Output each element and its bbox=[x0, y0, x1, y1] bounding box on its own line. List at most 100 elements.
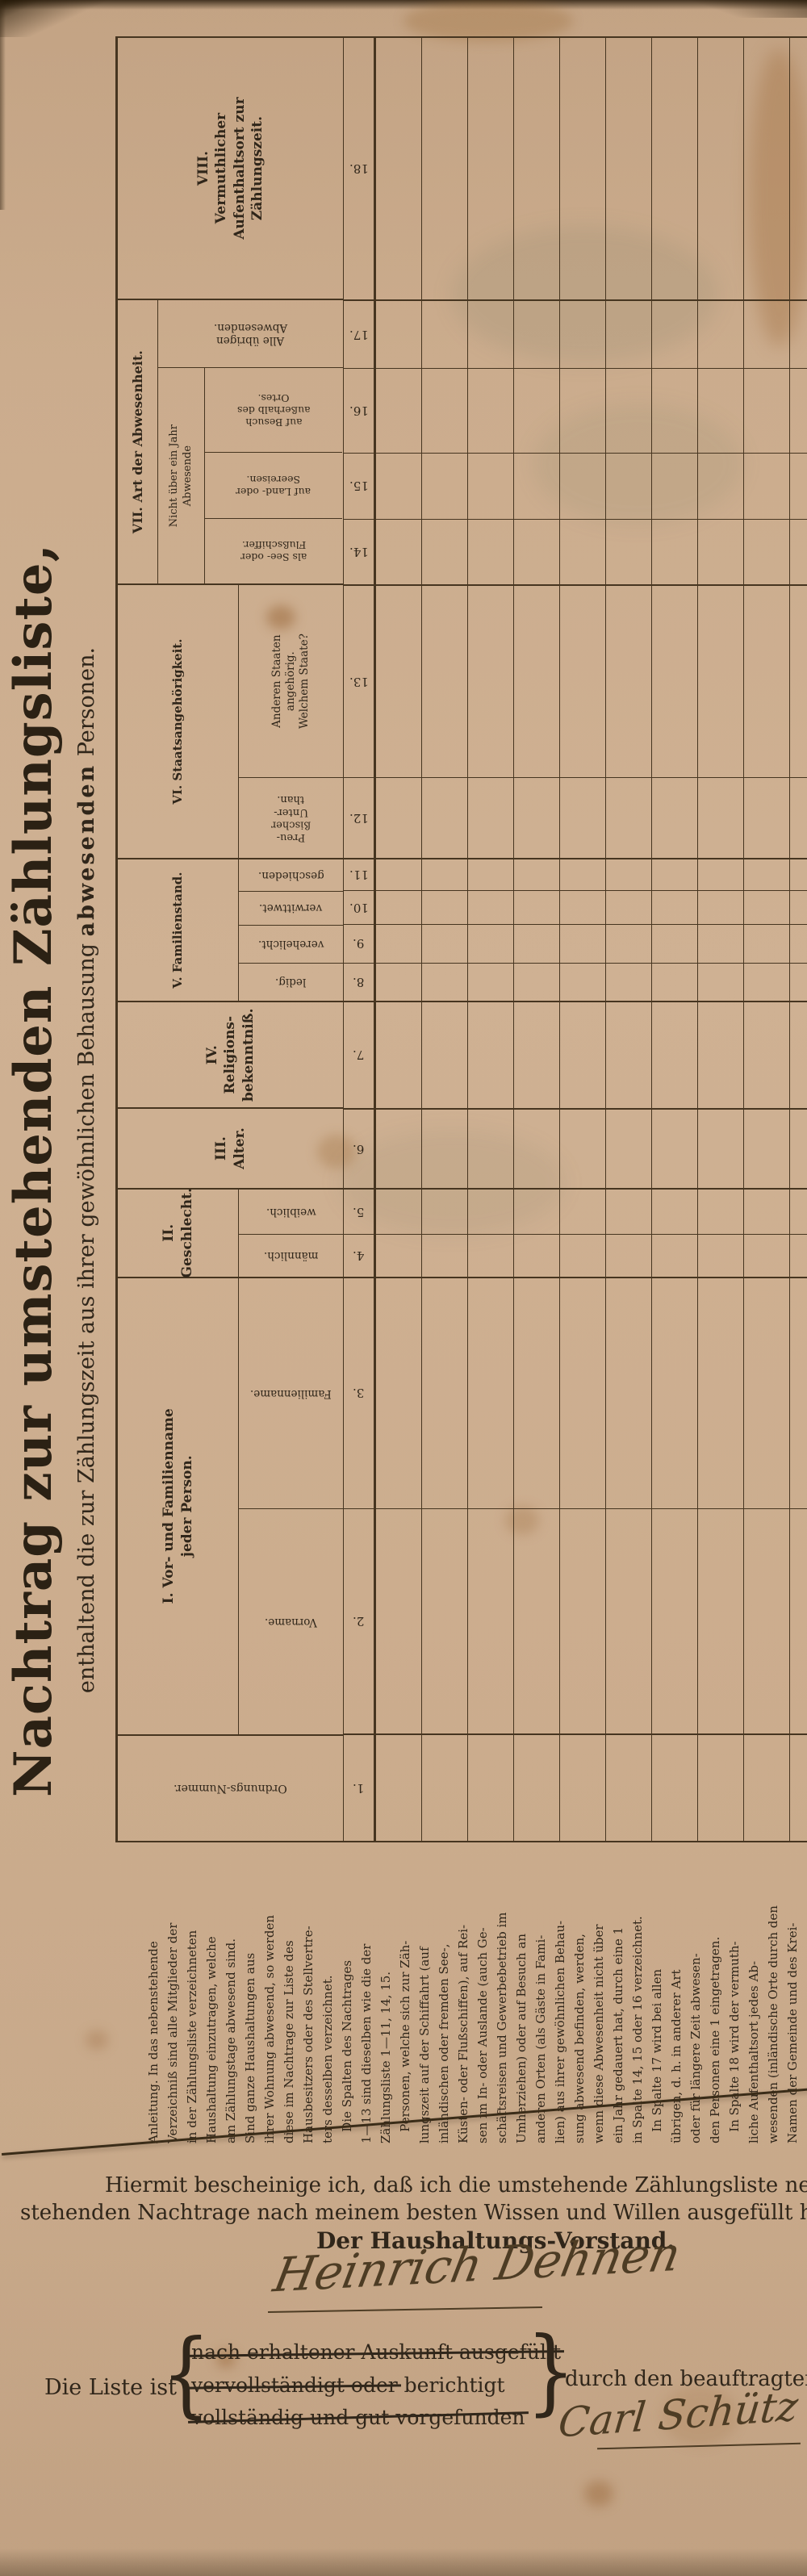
column-number: 13. bbox=[349, 674, 369, 689]
data-cell bbox=[560, 1188, 605, 1235]
data-cell bbox=[606, 38, 651, 299]
data-cell bbox=[376, 453, 421, 519]
data-cell bbox=[560, 1000, 605, 1108]
column-number: 9. bbox=[353, 936, 365, 951]
data-cell bbox=[422, 453, 467, 519]
column-number-cell: 15. bbox=[344, 453, 374, 519]
data-cell bbox=[698, 1277, 743, 1508]
group-III-title: Alter. bbox=[231, 1127, 248, 1169]
col1-label: Ordnungs-Nummer. bbox=[174, 1782, 287, 1796]
data-cell bbox=[606, 858, 651, 891]
instruction-line: schäftsreisen und Gewerbebetrieb im bbox=[495, 1912, 509, 2144]
data-cell bbox=[606, 368, 651, 454]
data-cell bbox=[468, 962, 513, 1001]
column-number: 1. bbox=[353, 1780, 365, 1796]
data-cell bbox=[606, 777, 651, 859]
group-header-abwesenheit: VII. Art der Abwesenheit. Nicht über ein… bbox=[118, 299, 343, 584]
data-cell bbox=[422, 1234, 467, 1278]
data-cell bbox=[376, 1107, 421, 1189]
c12-line: than. bbox=[277, 793, 305, 806]
page-edge-left bbox=[0, 0, 6, 210]
data-cell bbox=[514, 890, 559, 924]
instruction-line: wesenden (inländische Orte durch den bbox=[766, 1905, 780, 2143]
group-VIII-title: Vermuthlicher bbox=[213, 112, 230, 224]
data-cell bbox=[744, 1000, 789, 1108]
data-cell bbox=[468, 777, 513, 859]
instruction-line: in der Zählungsliste verzeichneten bbox=[185, 1930, 199, 2143]
c14-line: Flußschiffer. bbox=[241, 539, 306, 552]
column-number: 15. bbox=[349, 479, 369, 494]
subtitle-emphasis: abwesenden bbox=[74, 763, 99, 937]
data-cell bbox=[560, 453, 605, 519]
data-cell bbox=[790, 924, 807, 963]
data-cell bbox=[744, 890, 789, 924]
c12-line: ßischer bbox=[270, 818, 312, 831]
data-cell bbox=[376, 1234, 421, 1278]
group-header-alter: III. Alter. bbox=[118, 1107, 343, 1188]
data-cell bbox=[560, 777, 605, 859]
data-cell bbox=[606, 1000, 651, 1108]
table-row bbox=[376, 38, 422, 1841]
group-IV-title2: bekenntniß. bbox=[240, 1008, 257, 1102]
data-cell bbox=[514, 518, 559, 584]
column-number-cell: 11. bbox=[344, 858, 374, 891]
data-cell bbox=[744, 1508, 789, 1734]
data-cell bbox=[698, 777, 743, 859]
data-cell bbox=[698, 962, 743, 1001]
c16-line: Ortes. bbox=[257, 391, 290, 404]
data-cell bbox=[422, 38, 467, 299]
data-cell bbox=[514, 1733, 559, 1841]
data-cell bbox=[606, 1107, 651, 1189]
column-number: 17. bbox=[349, 327, 369, 342]
data-cell bbox=[422, 1107, 467, 1189]
col-header-seereisen: auf Land- oder Seereisen. bbox=[205, 452, 342, 519]
column-number: 4. bbox=[353, 1248, 365, 1264]
data-cell bbox=[698, 1234, 743, 1278]
data-cell bbox=[468, 890, 513, 924]
struck-text: vollständig und gut vorgefunden bbox=[191, 2406, 525, 2429]
table-row bbox=[514, 38, 560, 1841]
data-cell bbox=[652, 368, 697, 454]
table-row bbox=[652, 38, 698, 1841]
col-header-anderer-staat: Anderen Staaten angehörig. Welchem Staate? bbox=[239, 585, 343, 777]
column-number: 8. bbox=[353, 974, 365, 989]
data-cell bbox=[514, 962, 559, 1001]
data-cell bbox=[652, 1188, 697, 1235]
column-number-cell: 9. bbox=[344, 924, 374, 963]
table-row bbox=[422, 38, 468, 1841]
familienname-label: Familienname. bbox=[250, 1386, 332, 1400]
paper-stain bbox=[662, 2386, 738, 2446]
data-cell bbox=[514, 777, 559, 859]
data-cell bbox=[468, 1733, 513, 1841]
data-cell bbox=[698, 858, 743, 891]
group-V-title: V. Familienstand. bbox=[169, 872, 185, 989]
group-IV-numeral: IV. bbox=[204, 1045, 221, 1065]
data-cell bbox=[744, 777, 789, 859]
data-cell bbox=[514, 1188, 559, 1235]
data-cell bbox=[468, 1234, 513, 1278]
instruction-line: Zählungsliste 1—11, 14, 15. bbox=[378, 1971, 393, 2143]
signature-enumerator: Carl Schütz bbox=[556, 2382, 801, 2447]
data-cell bbox=[790, 453, 807, 519]
census-table: Ordnungs-Nummer. I. Vor- und Familiennam… bbox=[115, 36, 807, 1842]
group-header-staatsangehoerigkeit: VI. Staatsangehörigkeit. Preu-ßischer Unt… bbox=[118, 583, 343, 859]
instruction-line: den Personen eine 1 eingetragen. bbox=[708, 1936, 722, 2143]
strip-line: Nicht über ein Jahr bbox=[168, 424, 181, 528]
data-cell bbox=[376, 1277, 421, 1508]
data-cell bbox=[376, 777, 421, 859]
data-cell bbox=[652, 924, 697, 963]
data-cell bbox=[376, 299, 421, 369]
data-cell bbox=[560, 518, 605, 584]
column-number: 7. bbox=[353, 1048, 365, 1063]
col-header-verwittwet: verwittwet. bbox=[239, 890, 343, 925]
instruction-line: 1—13 sind dieselben wie die der bbox=[359, 1943, 374, 2143]
paper-stain bbox=[584, 2481, 613, 2507]
data-cell bbox=[790, 1188, 807, 1235]
data-cell bbox=[468, 453, 513, 519]
data-cell bbox=[468, 924, 513, 963]
subtitle-text: Personen. bbox=[74, 646, 99, 763]
instruction-line: inländischen oder fremden See-, bbox=[437, 1943, 451, 2143]
data-cell bbox=[560, 368, 605, 454]
data-cell bbox=[514, 368, 559, 454]
table-body bbox=[376, 38, 807, 1841]
